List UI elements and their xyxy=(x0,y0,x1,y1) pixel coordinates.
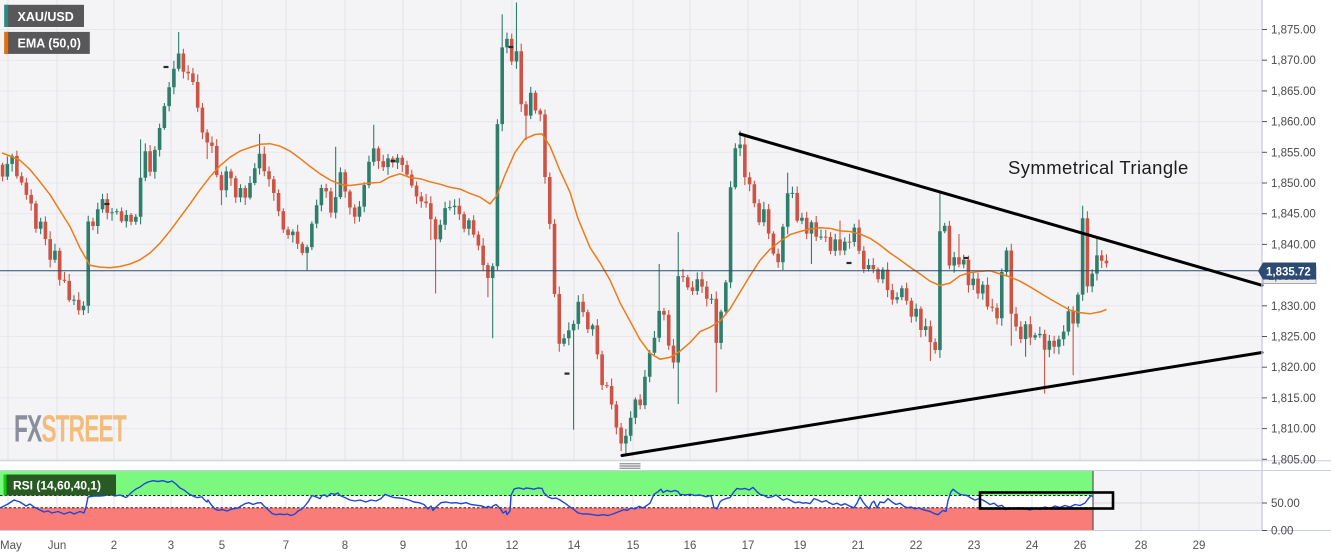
svg-text:FXSTREET: FXSTREET xyxy=(14,408,127,450)
svg-text:XAU/USD: XAU/USD xyxy=(18,10,74,24)
svg-text:RSI (14,60,40,1): RSI (14,60,40,1) xyxy=(13,479,101,493)
svg-text:2: 2 xyxy=(111,540,117,552)
svg-text:1,815.00: 1,815.00 xyxy=(1271,393,1316,405)
svg-text:14: 14 xyxy=(568,540,581,552)
svg-text:15: 15 xyxy=(627,540,640,552)
svg-text:1,830.00: 1,830.00 xyxy=(1271,301,1316,313)
svg-text:5: 5 xyxy=(219,540,225,552)
svg-text:1,825.00: 1,825.00 xyxy=(1271,332,1316,344)
svg-text:1,820.00: 1,820.00 xyxy=(1271,362,1316,374)
svg-text:50.00: 50.00 xyxy=(1271,498,1300,510)
svg-text:1,855.00: 1,855.00 xyxy=(1271,147,1316,159)
svg-text:23: 23 xyxy=(968,540,981,552)
svg-text:17: 17 xyxy=(742,540,755,552)
svg-text:Jun: Jun xyxy=(48,540,67,552)
svg-text:1,810.00: 1,810.00 xyxy=(1271,424,1316,436)
svg-text:0.00: 0.00 xyxy=(1271,526,1293,538)
svg-text:3: 3 xyxy=(168,540,174,552)
svg-text:8: 8 xyxy=(342,540,348,552)
svg-text:16: 16 xyxy=(684,540,697,552)
svg-text:1,840.00: 1,840.00 xyxy=(1271,239,1316,251)
svg-text:22: 22 xyxy=(910,540,923,552)
svg-text:1,865.00: 1,865.00 xyxy=(1271,86,1316,98)
svg-text:1,860.00: 1,860.00 xyxy=(1271,117,1316,129)
svg-text:19: 19 xyxy=(794,540,807,552)
svg-text:7: 7 xyxy=(283,540,289,552)
svg-text:1,845.00: 1,845.00 xyxy=(1271,209,1316,221)
svg-text:1,875.00: 1,875.00 xyxy=(1271,25,1316,37)
svg-text:Symmetrical Triangle: Symmetrical Triangle xyxy=(1008,157,1189,178)
svg-text:1,870.00: 1,870.00 xyxy=(1271,55,1316,67)
svg-text:1,835.72: 1,835.72 xyxy=(1266,267,1311,279)
svg-text:24: 24 xyxy=(1026,540,1039,552)
svg-text:EMA (50,0): EMA (50,0) xyxy=(18,37,81,51)
svg-text:1,805.00: 1,805.00 xyxy=(1271,454,1316,466)
svg-text:21: 21 xyxy=(852,540,865,552)
svg-text:26: 26 xyxy=(1074,540,1087,552)
svg-text:12: 12 xyxy=(506,540,519,552)
svg-text:10: 10 xyxy=(455,540,468,552)
svg-text:29: 29 xyxy=(1193,540,1206,552)
svg-text:1,850.00: 1,850.00 xyxy=(1271,178,1316,190)
svg-text:9: 9 xyxy=(400,540,406,552)
svg-text:28: 28 xyxy=(1135,540,1148,552)
svg-text:May: May xyxy=(0,540,22,552)
